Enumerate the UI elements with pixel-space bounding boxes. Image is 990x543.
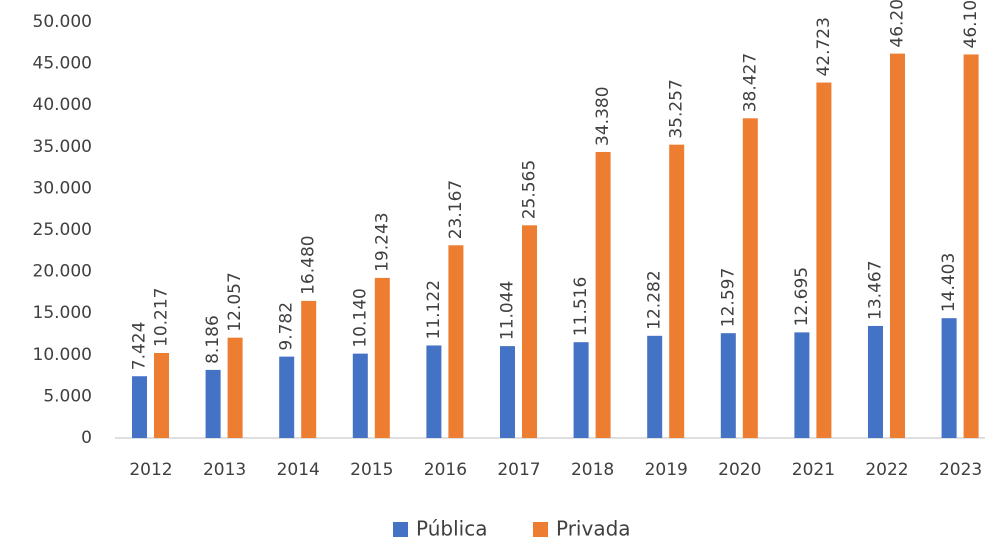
data-label: 10.217 xyxy=(152,288,172,347)
bar xyxy=(279,356,295,438)
y-tick-label: 25.000 xyxy=(33,220,92,240)
data-label: 35.257 xyxy=(667,79,687,138)
data-label: 34.380 xyxy=(593,86,613,145)
bar xyxy=(154,352,169,438)
y-tick-label: 50.000 xyxy=(33,12,92,32)
y-tick-label: 5.000 xyxy=(43,386,92,406)
x-tick-label: 2020 xyxy=(718,460,761,480)
data-label: 46.200 xyxy=(888,0,908,48)
data-label: 7.424 xyxy=(130,322,150,371)
data-label: 11.516 xyxy=(571,277,591,336)
legend-swatch xyxy=(393,522,408,537)
y-tick-label: 40.000 xyxy=(33,95,92,115)
bar xyxy=(794,332,810,438)
bar xyxy=(301,300,317,438)
data-label: 42.723 xyxy=(814,17,834,76)
x-tick-label: 2019 xyxy=(645,460,688,480)
bar xyxy=(132,376,147,438)
bar xyxy=(890,53,905,439)
x-tick-label: 2015 xyxy=(350,460,393,480)
x-tick-label: 2021 xyxy=(792,460,835,480)
data-label: 12.695 xyxy=(792,267,812,326)
bar xyxy=(742,118,758,439)
bar xyxy=(227,337,243,438)
data-label: 12.597 xyxy=(718,268,738,327)
data-label: 12.057 xyxy=(225,272,245,331)
bar xyxy=(573,342,589,438)
data-label: 11.044 xyxy=(498,281,518,340)
data-label: 9.782 xyxy=(277,302,297,351)
y-tick-label: 0 xyxy=(81,428,92,448)
bar xyxy=(647,335,663,438)
data-label: 16.480 xyxy=(299,235,319,294)
bar xyxy=(720,333,736,438)
legend-label: Pública xyxy=(416,517,487,541)
y-tick-label: 45.000 xyxy=(33,54,92,74)
legend-label: Privada xyxy=(556,517,631,541)
data-label: 10.140 xyxy=(350,288,370,347)
y-tick-label: 10.000 xyxy=(33,345,92,365)
data-label: 13.467 xyxy=(866,260,886,319)
x-tick-label: 2013 xyxy=(203,460,246,480)
data-label: 14.403 xyxy=(939,253,959,312)
bar xyxy=(352,353,368,438)
x-tick-label: 2022 xyxy=(865,460,908,480)
legend-swatch xyxy=(533,522,548,537)
data-label: 25.565 xyxy=(520,160,540,219)
data-label: 38.427 xyxy=(740,53,760,112)
bar xyxy=(426,345,442,438)
data-label: 23.167 xyxy=(446,180,466,239)
y-tick-label: 35.000 xyxy=(33,137,92,157)
y-tick-label: 30.000 xyxy=(33,178,92,198)
bar xyxy=(941,318,957,438)
bar xyxy=(205,369,221,438)
x-tick-label: 2018 xyxy=(571,460,614,480)
bar xyxy=(448,245,464,438)
data-label: 12.282 xyxy=(645,270,665,329)
y-tick-label: 15.000 xyxy=(33,303,92,323)
bar xyxy=(374,277,390,438)
data-label: 11.122 xyxy=(424,280,444,339)
bar xyxy=(500,346,515,438)
bar xyxy=(669,144,685,439)
y-tick-label: 20.000 xyxy=(33,262,92,282)
x-tick-label: 2023 xyxy=(939,460,982,480)
x-tick-label: 2014 xyxy=(277,460,320,480)
data-label: 19.243 xyxy=(372,212,392,271)
x-tick-label: 2016 xyxy=(424,460,467,480)
data-label: 8.186 xyxy=(203,315,223,364)
bar xyxy=(963,54,979,438)
data-label: 46.100 xyxy=(961,0,981,48)
bar xyxy=(522,225,537,438)
x-tick-label: 2012 xyxy=(129,460,172,480)
bar xyxy=(816,82,832,438)
bar xyxy=(868,325,883,438)
x-tick-label: 2017 xyxy=(497,460,540,480)
bar xyxy=(595,151,611,438)
